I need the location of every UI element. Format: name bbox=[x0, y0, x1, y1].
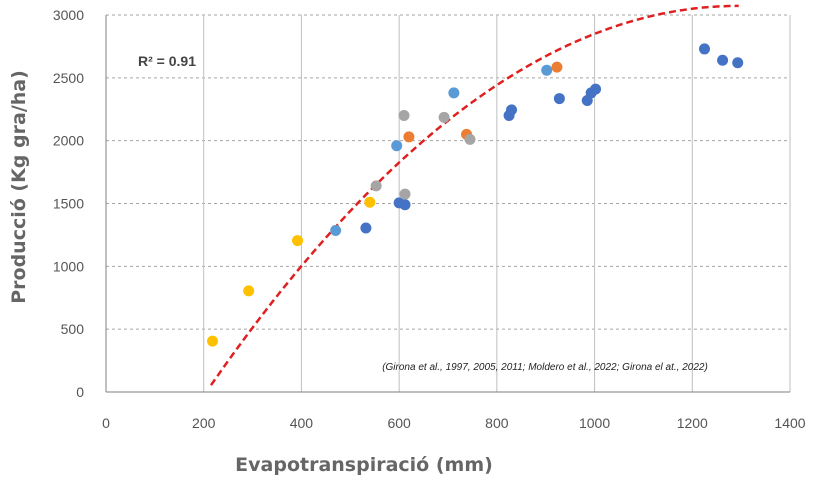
y-tick-label: 500 bbox=[61, 321, 85, 337]
data-point bbox=[391, 140, 403, 152]
data-point bbox=[464, 133, 476, 145]
data-point bbox=[553, 93, 565, 105]
data-point bbox=[717, 54, 729, 66]
data-point bbox=[732, 57, 744, 69]
data-point bbox=[541, 64, 553, 76]
trendline bbox=[209, 4, 739, 386]
x-tick-label: 0 bbox=[102, 415, 110, 431]
data-point bbox=[370, 180, 382, 192]
data-point bbox=[438, 111, 450, 123]
citation-text: (Girona et al., 1997, 2005, 2011; Molder… bbox=[382, 362, 708, 373]
y-tick-labels: 0 500 1000 1500 2000 2500 3000 bbox=[53, 7, 84, 400]
x-tick-label: 200 bbox=[192, 415, 216, 431]
data-point bbox=[364, 196, 376, 208]
x-tick-label: 1400 bbox=[774, 415, 805, 431]
x-tick-label: 1200 bbox=[677, 415, 708, 431]
data-point bbox=[403, 131, 415, 143]
x-tick-label: 800 bbox=[485, 415, 509, 431]
data-point bbox=[506, 104, 518, 116]
data-point bbox=[398, 110, 410, 122]
x-tick-label: 600 bbox=[387, 415, 411, 431]
data-point bbox=[243, 285, 255, 297]
r2-label: R² = 0.91 bbox=[138, 53, 196, 69]
y-tick-label: 1500 bbox=[53, 196, 84, 212]
data-point bbox=[360, 222, 372, 234]
x-axis-title: Evapotranspiració (mm) bbox=[235, 454, 493, 476]
data-point bbox=[448, 87, 460, 99]
data-point bbox=[207, 335, 219, 347]
y-tick-label: 3000 bbox=[53, 7, 84, 23]
x-tick-label: 1000 bbox=[579, 415, 610, 431]
y-tick-label: 2000 bbox=[53, 133, 84, 149]
data-points bbox=[207, 43, 744, 347]
y-tick-label: 1000 bbox=[53, 258, 84, 274]
data-point bbox=[292, 235, 304, 247]
x-tick-label: 400 bbox=[290, 415, 314, 431]
x-tick-labels: 0 200 400 600 800 1000 1200 1400 bbox=[102, 415, 806, 431]
gridlines bbox=[106, 14, 791, 392]
data-point bbox=[699, 43, 710, 55]
data-point bbox=[551, 61, 563, 73]
data-point bbox=[330, 225, 342, 237]
data-point bbox=[590, 83, 602, 95]
y-axis-title: Producció (Kg gra/ha) bbox=[8, 70, 30, 304]
axes bbox=[105, 15, 790, 393]
y-tick-label: 2500 bbox=[53, 70, 84, 86]
data-point bbox=[399, 199, 411, 211]
y-tick-label: 0 bbox=[76, 384, 84, 400]
data-point bbox=[399, 188, 411, 200]
